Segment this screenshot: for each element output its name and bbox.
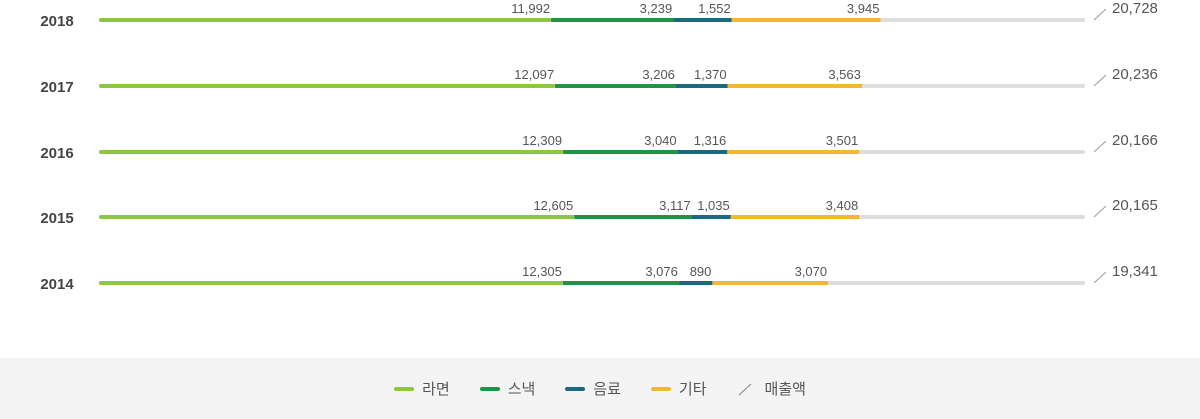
legend-label-other: 기타 (678, 381, 707, 398)
value-label-2014-1: 3,076 (645, 264, 678, 279)
value-label-2017-3: 3,563 (828, 67, 861, 82)
legend-label-sales: 매출액 (764, 381, 806, 398)
bar-segment-2016-1 (563, 150, 678, 154)
value-label-2015-3: 3,408 (826, 198, 859, 213)
legend: 라면 스낵 음료 기타 매출액 (0, 358, 1200, 419)
value-label-2014-0: 12,305 (522, 264, 562, 279)
total-label-2015: 20,165 (1112, 197, 1158, 214)
bar-segment-2018-3 (731, 18, 881, 22)
total-slash-2016 (1093, 140, 1107, 153)
bar-segment-2014-1 (562, 281, 679, 285)
legend-item-ramen: 라면 (394, 378, 450, 399)
value-label-2018-1: 3,239 (640, 1, 673, 16)
bar-segment-2015-0 (99, 215, 575, 219)
total-label-2018: 20,728 (1112, 0, 1158, 17)
bar-segment-2014-2 (678, 281, 713, 285)
legend-item-snack: 스낵 (479, 378, 536, 399)
legend-item-beverage: 음료 (565, 378, 621, 399)
value-label-2016-2: 1,316 (694, 133, 727, 148)
legend-label-ramen: 라면 (422, 381, 450, 398)
bar-segment-2017-2 (675, 84, 728, 88)
total-label-2014: 19,341 (1112, 263, 1158, 280)
value-label-2017-2: 1,370 (694, 67, 727, 82)
total-slash-2017 (1093, 74, 1107, 87)
value-label-2016-3: 3,501 (826, 133, 859, 148)
slash-icon (738, 383, 751, 395)
year-label-2016: 2016 (40, 145, 73, 162)
total-slash-2015 (1093, 205, 1107, 218)
bar-segment-2014-3 (712, 281, 829, 285)
value-label-2017-0: 12,097 (514, 67, 554, 82)
bar-segment-2018-0 (99, 18, 552, 22)
year-label-2014: 2014 (40, 276, 74, 293)
year-label-2017: 2017 (40, 79, 73, 96)
bar-segment-2016-3 (727, 150, 860, 154)
bar-segment-2017-0 (99, 84, 556, 88)
stacked-bar-chart: 2018 11,992 3,239 1,552 3,945 20,728 2017 12,09… (40, 0, 1158, 293)
legend-item-sales: 매출액 (737, 378, 806, 399)
value-label-2015-0: 12,605 (533, 198, 573, 213)
legend-item-other: 기타 (650, 378, 707, 399)
bar-segment-2016-2 (677, 150, 728, 154)
legend-label-beverage: 음료 (593, 381, 621, 398)
value-label-2016-1: 3,040 (644, 133, 677, 148)
bar-segment-2018-1 (551, 18, 674, 22)
value-label-2018-3: 3,945 (847, 1, 880, 16)
bar-segment-2015-2 (691, 215, 731, 219)
bar-segment-2016-0 (99, 150, 564, 154)
value-label-2015-1: 3,117 (659, 198, 691, 213)
value-label-2017-1: 3,206 (642, 67, 675, 82)
legend-swatch-other (650, 386, 671, 391)
total-slash-2014 (1093, 271, 1107, 284)
legend-swatch-snack (479, 386, 500, 391)
year-label-2015: 2015 (40, 210, 73, 227)
total-slash-2018 (1093, 8, 1107, 21)
value-label-2015-2: 1,035 (697, 198, 730, 213)
value-label-2014-2: 890 (690, 264, 712, 279)
value-label-2018-0: 11,992 (511, 1, 550, 16)
value-label-2016-0: 12,309 (522, 133, 562, 148)
bar-segment-2014-0 (99, 281, 563, 285)
legend-swatch-ramen (394, 386, 415, 391)
bar-segment-2017-3 (727, 84, 862, 88)
legend-swatch-beverage (565, 386, 586, 391)
total-label-2017: 20,236 (1112, 66, 1158, 83)
value-label-2018-2: 1,552 (698, 1, 731, 16)
year-label-2018: 2018 (40, 13, 73, 30)
value-label-2014-3: 3,070 (795, 264, 828, 279)
bar-segment-2015-1 (574, 215, 692, 219)
bar-segment-2015-3 (730, 215, 860, 219)
bar-segment-2018-2 (673, 18, 732, 22)
total-label-2016: 20,166 (1112, 132, 1158, 149)
bar-segment-2017-1 (555, 84, 676, 88)
legend-label-snack: 스낵 (507, 381, 536, 398)
